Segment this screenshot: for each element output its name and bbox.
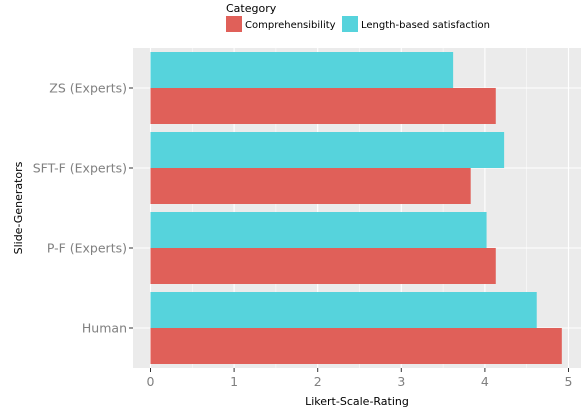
x-tick-label: 5 xyxy=(565,374,573,389)
legend-label-comprehensibility: Comprehensibility xyxy=(245,20,336,31)
bar-comprehensibility-human xyxy=(150,328,562,364)
legend-key-length-based-satisfaction xyxy=(342,16,358,32)
x-tick-label: 0 xyxy=(147,374,155,389)
y-tick-label: SFT-F (Experts) xyxy=(33,161,127,176)
bar-length-based-satisfaction-human xyxy=(150,292,537,328)
y-tick-label: ZS (Experts) xyxy=(49,81,127,96)
bars xyxy=(150,52,562,364)
bar-comprehensibility-zs-experts xyxy=(150,88,496,124)
legend-key-comprehensibility xyxy=(226,16,242,32)
y-tick-label: P-F (Experts) xyxy=(47,241,127,256)
x-tick-label: 3 xyxy=(397,374,405,389)
legend: Category Comprehensibility Length-based … xyxy=(226,2,490,32)
y-tick-label: Human xyxy=(82,321,127,336)
bar-comprehensibility-p-f-experts xyxy=(150,248,496,284)
x-tick-label: 1 xyxy=(230,374,238,389)
bar-length-based-satisfaction-p-f-experts xyxy=(150,212,487,248)
y-axis-title: Slide-Generators xyxy=(12,161,25,254)
axes: ZS (Experts) SFT-F (Experts) P-F (Experts)… xyxy=(33,81,573,390)
x-tick-label: 2 xyxy=(314,374,322,389)
x-axis-title: Likert-Scale-Rating xyxy=(305,395,409,408)
x-tick-label: 4 xyxy=(481,374,489,389)
legend-label-length-based-satisfaction: Length-based satisfaction xyxy=(361,20,490,31)
bar-length-based-satisfaction-sft-f-experts xyxy=(150,132,505,168)
bar-length-based-satisfaction-zs-experts xyxy=(150,52,454,88)
bar-comprehensibility-sft-f-experts xyxy=(150,168,471,204)
legend-title: Category xyxy=(226,2,277,15)
